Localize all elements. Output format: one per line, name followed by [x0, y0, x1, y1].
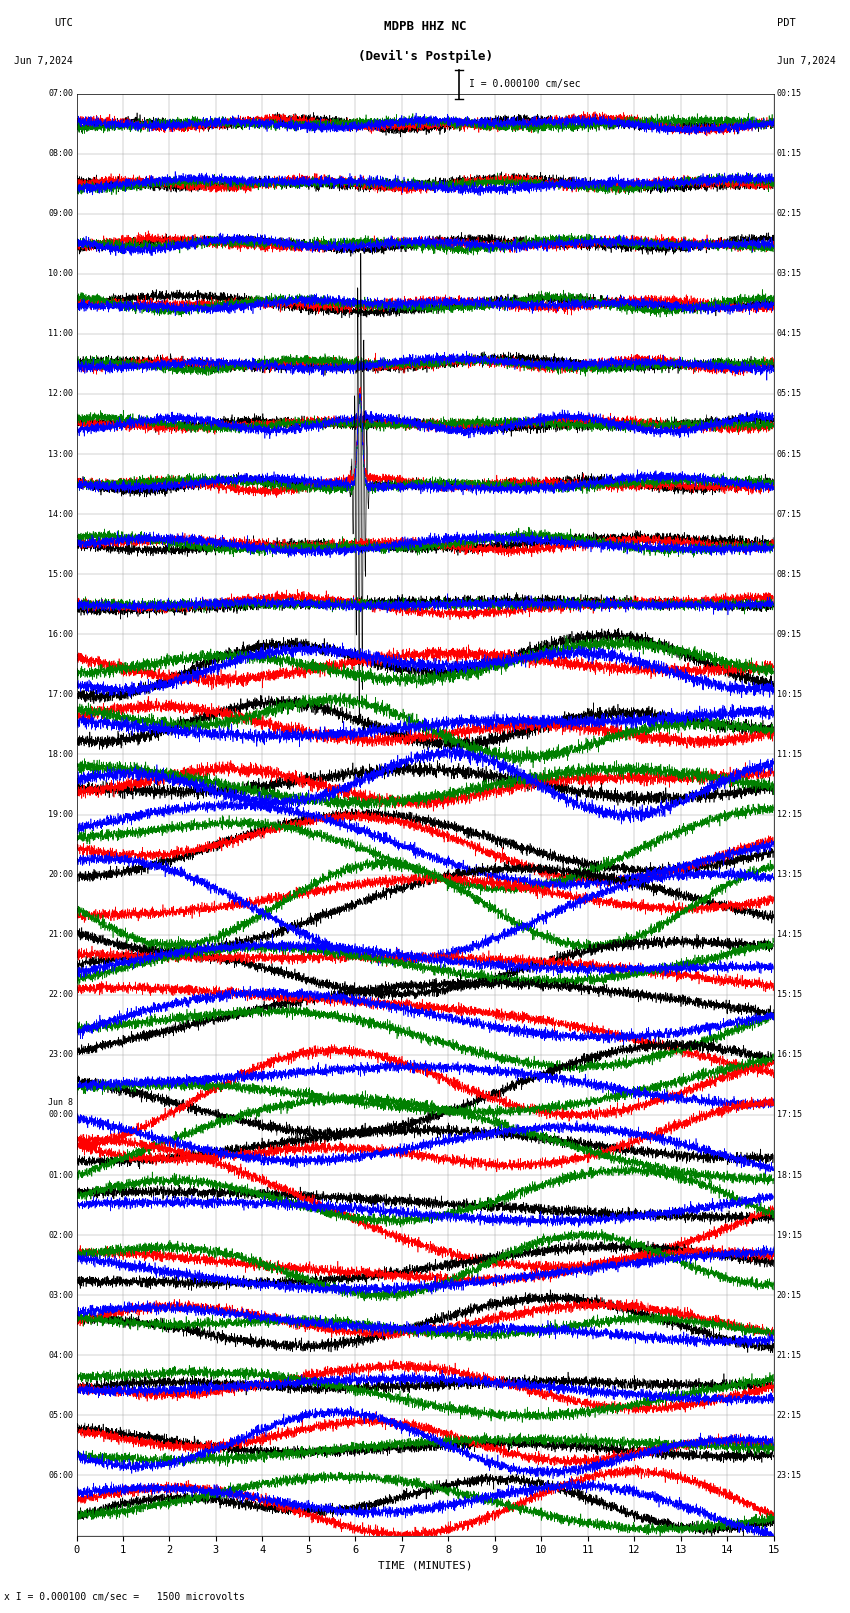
Text: 05:00: 05:00: [48, 1411, 73, 1419]
Text: 16:15: 16:15: [777, 1050, 802, 1060]
Text: 01:00: 01:00: [48, 1171, 73, 1179]
Text: 18:15: 18:15: [777, 1171, 802, 1179]
Text: 09:00: 09:00: [48, 210, 73, 218]
Text: 02:00: 02:00: [48, 1231, 73, 1240]
Text: 13:00: 13:00: [48, 450, 73, 458]
X-axis label: TIME (MINUTES): TIME (MINUTES): [377, 1561, 473, 1571]
Text: 00:15: 00:15: [777, 89, 802, 98]
Text: 06:15: 06:15: [777, 450, 802, 458]
Text: PDT: PDT: [777, 18, 796, 29]
Text: 05:15: 05:15: [777, 389, 802, 398]
Text: 13:15: 13:15: [777, 869, 802, 879]
Text: 21:00: 21:00: [48, 931, 73, 939]
Text: 15:00: 15:00: [48, 569, 73, 579]
Text: 08:00: 08:00: [48, 148, 73, 158]
Text: 22:15: 22:15: [777, 1411, 802, 1419]
Text: 11:15: 11:15: [777, 750, 802, 760]
Text: 16:00: 16:00: [48, 629, 73, 639]
Text: x I = 0.000100 cm/sec =   1500 microvolts: x I = 0.000100 cm/sec = 1500 microvolts: [4, 1592, 245, 1602]
Text: 01:15: 01:15: [777, 148, 802, 158]
Text: 18:00: 18:00: [48, 750, 73, 760]
Text: 17:00: 17:00: [48, 690, 73, 698]
Text: Jun 7,2024: Jun 7,2024: [14, 56, 73, 66]
Text: 04:00: 04:00: [48, 1350, 73, 1360]
Text: 12:00: 12:00: [48, 389, 73, 398]
Text: 09:15: 09:15: [777, 629, 802, 639]
Text: 23:00: 23:00: [48, 1050, 73, 1060]
Text: UTC: UTC: [54, 18, 73, 29]
Text: (Devil's Postpile): (Devil's Postpile): [358, 50, 492, 63]
Text: I = 0.000100 cm/sec: I = 0.000100 cm/sec: [469, 79, 581, 89]
Text: 19:00: 19:00: [48, 810, 73, 819]
Text: 03:15: 03:15: [777, 269, 802, 279]
Text: 14:00: 14:00: [48, 510, 73, 519]
Text: 07:00: 07:00: [48, 89, 73, 98]
Text: 04:15: 04:15: [777, 329, 802, 339]
Text: MDPB HHZ NC: MDPB HHZ NC: [383, 19, 467, 32]
Text: 20:15: 20:15: [777, 1290, 802, 1300]
Text: 17:15: 17:15: [777, 1110, 802, 1119]
Text: 00:00: 00:00: [48, 1110, 73, 1119]
Text: 11:00: 11:00: [48, 329, 73, 339]
Text: 07:15: 07:15: [777, 510, 802, 519]
Text: 10:00: 10:00: [48, 269, 73, 279]
Text: 22:00: 22:00: [48, 990, 73, 1000]
Text: 08:15: 08:15: [777, 569, 802, 579]
Text: 12:15: 12:15: [777, 810, 802, 819]
Text: Jun 7,2024: Jun 7,2024: [777, 56, 836, 66]
Text: 06:00: 06:00: [48, 1471, 73, 1481]
Text: 10:15: 10:15: [777, 690, 802, 698]
Text: 02:15: 02:15: [777, 210, 802, 218]
Text: 19:15: 19:15: [777, 1231, 802, 1240]
Text: 15:15: 15:15: [777, 990, 802, 1000]
Text: 23:15: 23:15: [777, 1471, 802, 1481]
Text: 20:00: 20:00: [48, 869, 73, 879]
Text: 21:15: 21:15: [777, 1350, 802, 1360]
Text: 14:15: 14:15: [777, 931, 802, 939]
Text: 03:00: 03:00: [48, 1290, 73, 1300]
Text: Jun 8: Jun 8: [48, 1098, 73, 1108]
